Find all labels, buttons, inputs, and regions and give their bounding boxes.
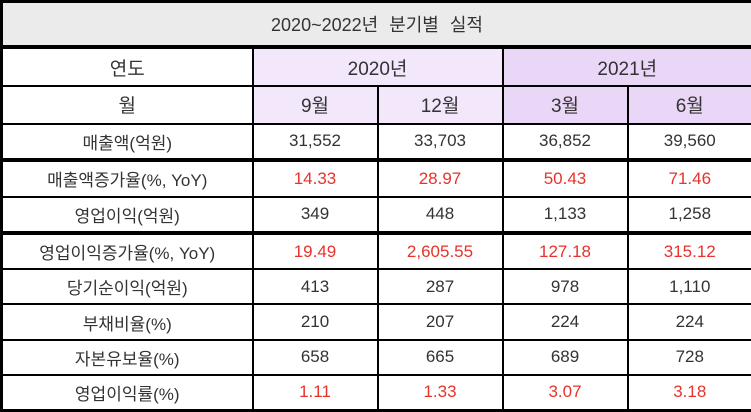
data-cell: 2,605.55 [376,230,504,271]
data-cell: 207 [376,303,504,341]
year-header-row: 연도 2020년 2021년 [0,45,751,88]
data-cell: 728 [626,338,751,376]
data-cell: 978 [501,268,629,306]
row-label: 영업이익률(%) [0,373,254,412]
data-cell: 33,703 [376,122,504,162]
data-cell: 413 [251,268,379,306]
table-row-operating-profit: 영업이익(억원) 349 448 1,133 1,258 [0,195,751,234]
data-cell: 3.18 [626,373,751,412]
table-row-net-income: 당기순이익(억원) 413 287 978 1,110 [0,268,751,306]
year-header-2021: 2021년 [501,45,751,88]
table-row-revenue-growth: 매출액증가율(%, YoY) 14.33 28.97 50.43 71.46 [0,158,751,198]
data-cell: 224 [501,303,629,341]
month-corner-label: 월 [0,85,254,125]
row-label: 영업이익증가율(%, YoY) [0,230,254,271]
data-cell: 315.12 [626,230,751,271]
row-label: 영업이익(억원) [0,195,254,234]
year-corner-label: 연도 [0,45,254,88]
row-label: 당기순이익(억원) [0,268,254,306]
data-cell: 127.18 [501,230,629,271]
data-cell: 28.97 [376,158,504,198]
table-title-row: 2020~2022년 분기별 실적 [0,0,751,49]
data-cell: 14.33 [251,158,379,198]
data-cell: 448 [376,195,504,234]
data-cell: 210 [251,303,379,341]
data-cell: 19.49 [251,230,379,271]
month-header: 3월 [501,85,629,125]
row-label: 매출액(억원) [0,122,254,162]
table-row-operating-profit-growth: 영업이익증가율(%, YoY) 19.49 2,605.55 127.18 31… [0,230,751,271]
table-row-reserve-ratio: 자본유보율(%) 658 665 689 728 [0,338,751,376]
row-label: 매출액증가율(%, YoY) [0,158,254,198]
data-cell: 349 [251,195,379,234]
data-cell: 658 [251,338,379,376]
data-cell: 71.46 [626,158,751,198]
data-cell: 39,560 [626,122,751,162]
row-label: 자본유보율(%) [0,338,254,376]
month-header: 12월 [376,85,504,125]
table-row-debt-ratio: 부채비율(%) 210 207 224 224 [0,303,751,341]
year-header-2020: 2020년 [251,45,504,88]
data-cell: 50.43 [501,158,629,198]
data-cell: 1,110 [626,268,751,306]
month-header: 6월 [626,85,751,125]
data-cell: 36,852 [501,122,629,162]
data-cell: 1.33 [376,373,504,412]
table-title: 2020~2022년 분기별 실적 [0,0,751,49]
data-cell: 1,258 [626,195,751,234]
month-header: 9월 [251,85,379,125]
data-cell: 287 [376,268,504,306]
data-cell: 665 [376,338,504,376]
data-cell: 689 [501,338,629,376]
row-label: 부채비율(%) [0,303,254,341]
data-cell: 31,552 [251,122,379,162]
data-cell: 224 [626,303,751,341]
table-row-revenue: 매출액(억원) 31,552 33,703 36,852 39,560 [0,122,751,162]
data-cell: 3.07 [501,373,629,412]
table-row-operating-margin: 영업이익률(%) 1.11 1.33 3.07 3.18 [0,373,751,412]
data-cell: 1.11 [251,373,379,412]
month-header-row: 월 9월 12월 3월 6월 [0,85,751,125]
data-cell: 1,133 [501,195,629,234]
